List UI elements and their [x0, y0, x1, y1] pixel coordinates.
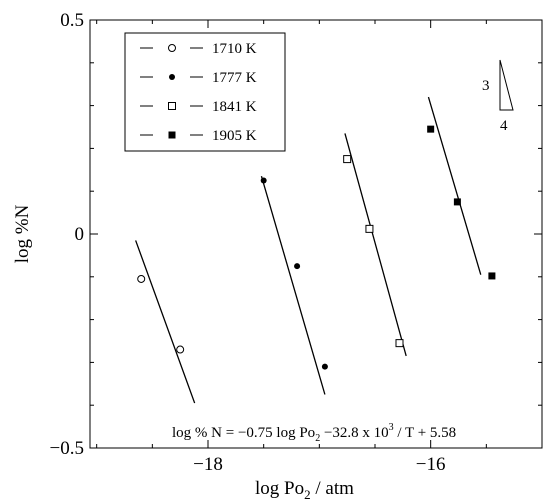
x-axis-label-sub: 2 [304, 487, 311, 500]
y-tick-label: 0 [75, 224, 85, 245]
x-tick-label: −18 [193, 454, 223, 475]
equation-part-1: log % N = −0.75 log Po [172, 425, 315, 441]
slope-triangle-shape [499, 59, 514, 111]
y-tick-label: 0.5 [60, 10, 84, 31]
legend-label-2: 1841 K [212, 99, 257, 115]
data-point-0-1 [176, 345, 185, 354]
legend-box [124, 32, 286, 152]
legend-label-3: 1905 K [212, 128, 257, 144]
y-axis-label: log %N [12, 204, 33, 263]
data-point-2-1 [365, 224, 374, 233]
fit-lines [135, 96, 482, 404]
legend-label-0: 1710 K [212, 41, 257, 57]
fit-line-3 [427, 96, 482, 275]
legend-label-1: 1777 K [212, 70, 257, 86]
x-axis-label-main: log Po [255, 478, 304, 499]
data-point-3-2 [488, 272, 496, 280]
legend: 1710 K 1777 K 1841 K 1905 K [140, 41, 257, 144]
slope-run-label: 4 [500, 118, 508, 134]
x-axis-label: log Po2 / atm [255, 478, 354, 500]
data-point-1-0 [260, 177, 267, 184]
fit-line-2 [344, 133, 407, 357]
legend-marker-2 [168, 102, 176, 110]
x-tick-label: −16 [416, 454, 446, 475]
equation-part-2: −32.8 x 10 [320, 425, 388, 441]
data-point-3-1 [453, 198, 461, 206]
equation-part-3: / T + 5.58 [394, 425, 457, 441]
equation-sup: 3 [389, 422, 394, 433]
tick-group: −18 −16 −0.5 0 0.5 [50, 10, 543, 475]
data-point-1-2 [321, 363, 328, 370]
legend-marker-3 [168, 131, 176, 139]
data-points [137, 125, 496, 370]
data-point-0-0 [137, 274, 146, 283]
data-point-1-1 [294, 263, 301, 270]
y-tick-label: −0.5 [50, 438, 84, 459]
legend-marker-1 [169, 74, 175, 80]
x-axis-label-tail: / atm [311, 478, 354, 499]
data-point-3-0 [427, 125, 435, 133]
data-point-2-2 [395, 339, 404, 348]
fit-line-1 [260, 176, 326, 395]
slope-rise-label: 3 [482, 78, 490, 94]
slope-triangle: 3 4 [482, 59, 514, 134]
legend-marker-0 [168, 44, 176, 52]
data-point-2-0 [343, 155, 352, 164]
equation-annotation: log % N = −0.75 log Po2 −32.8 x 103 / T … [172, 422, 456, 444]
fit-line-0 [135, 240, 196, 404]
equation-sub: 2 [315, 433, 320, 444]
